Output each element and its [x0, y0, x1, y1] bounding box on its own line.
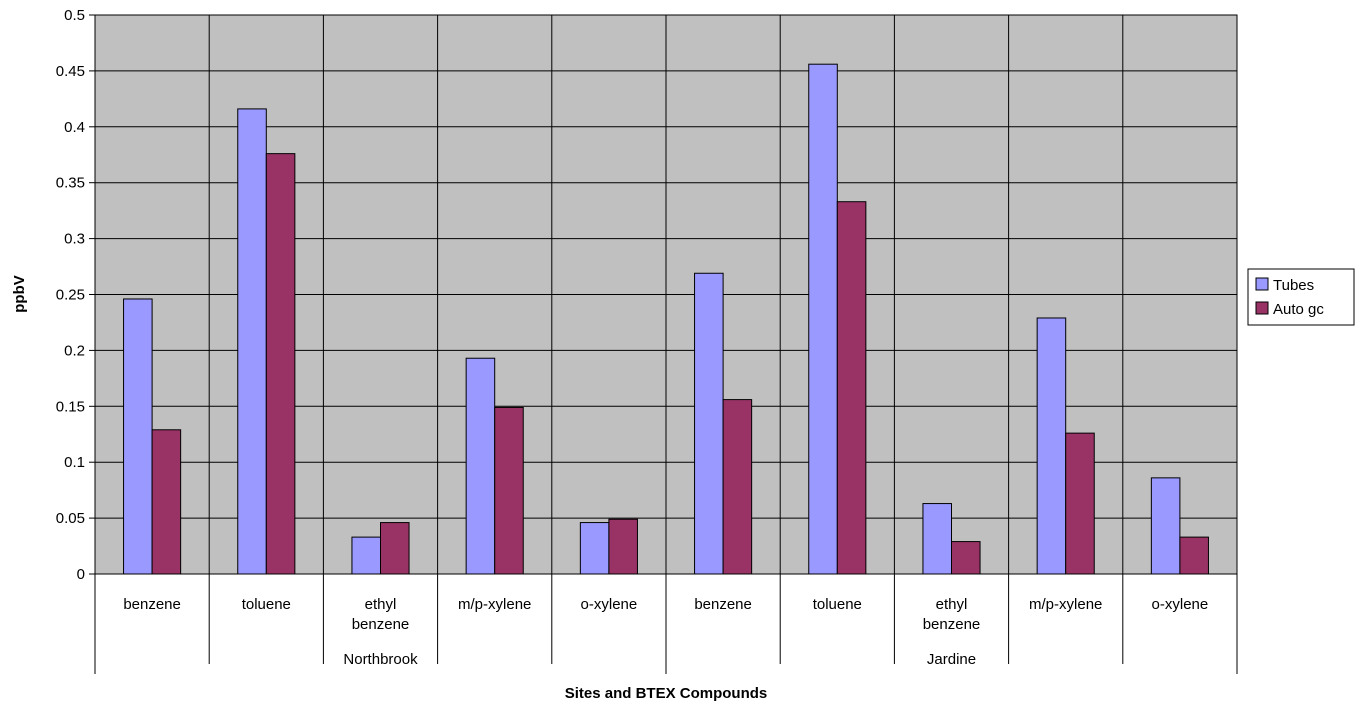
- bar-auto-gc: [380, 522, 410, 575]
- y-tick-label: 0.25: [56, 287, 85, 304]
- y-tick-label: 0.4: [64, 119, 85, 136]
- x-tick-label: o-xylene: [1152, 596, 1209, 613]
- y-tick-label: 0.3: [64, 231, 85, 248]
- legend-swatch: [1255, 277, 1269, 291]
- bar-auto-gc: [265, 153, 296, 575]
- bars: [123, 63, 1209, 575]
- x-tick-label: m/p-xylene: [458, 596, 531, 613]
- bar-auto-gc: [951, 541, 981, 575]
- x-tick-label: ethyl benzene: [352, 596, 410, 633]
- x-axis: benzene toluene ethyl benzene m/p-xylene o-xy…: [94, 574, 1238, 674]
- bar-tubes: [694, 272, 724, 575]
- bar-auto-gc: [151, 429, 182, 575]
- bar-auto-gc: [494, 406, 524, 575]
- bar-auto-gc: [1179, 536, 1209, 575]
- x-tick-label: toluene: [813, 596, 862, 613]
- x-group-label: Jardine: [927, 651, 976, 668]
- x-tick-label: ethyl benzene: [923, 596, 981, 633]
- x-axis-title: Sites and BTEX Compounds: [565, 685, 768, 702]
- x-group-label: Northbrook: [343, 651, 418, 668]
- bar-auto-gc: [608, 518, 638, 575]
- bar-tubes: [922, 503, 953, 575]
- x-tick-label: benzene: [694, 596, 752, 613]
- bar-tubes: [579, 522, 610, 575]
- y-tick-label: 0.15: [56, 398, 85, 415]
- bar-tubes: [237, 108, 267, 575]
- y-tick-label: 0.5: [64, 7, 85, 24]
- x-tick-label: m/p-xylene: [1029, 596, 1102, 613]
- y-tick-label: 0.1: [64, 454, 85, 471]
- bar-tubes: [465, 357, 496, 575]
- y-axis-title: ppbV: [11, 275, 28, 313]
- legend-label: Tubes: [1273, 277, 1314, 294]
- y-tick-label: 0.45: [56, 63, 85, 80]
- bar-tubes: [1036, 317, 1067, 575]
- legend: Tubes Auto gc: [1247, 268, 1355, 326]
- y-tick-label: 0: [77, 566, 85, 583]
- y-tick-label: 0.35: [56, 175, 85, 192]
- bar-tubes: [351, 536, 382, 575]
- y-tick-label: 0.05: [56, 510, 85, 527]
- y-tick-label: 0.2: [64, 342, 85, 359]
- legend-label: Auto gc: [1273, 301, 1324, 318]
- x-tick-label: benzene: [123, 596, 181, 613]
- x-tick-label: toluene: [242, 596, 291, 613]
- bar-tubes: [1150, 477, 1181, 575]
- bar-auto-gc: [836, 201, 867, 575]
- x-tick-label: o-xylene: [581, 596, 638, 613]
- bar-auto-gc: [722, 399, 753, 575]
- bar-tubes: [808, 63, 838, 575]
- legend-swatch: [1255, 301, 1269, 315]
- bar-tubes: [123, 298, 153, 575]
- y-axis: 0 0.05 0.1 0.15 0.2 0.25 0.3 0.35 0.4 0.45 0.5: [56, 7, 95, 583]
- bar-auto-gc: [1065, 432, 1095, 575]
